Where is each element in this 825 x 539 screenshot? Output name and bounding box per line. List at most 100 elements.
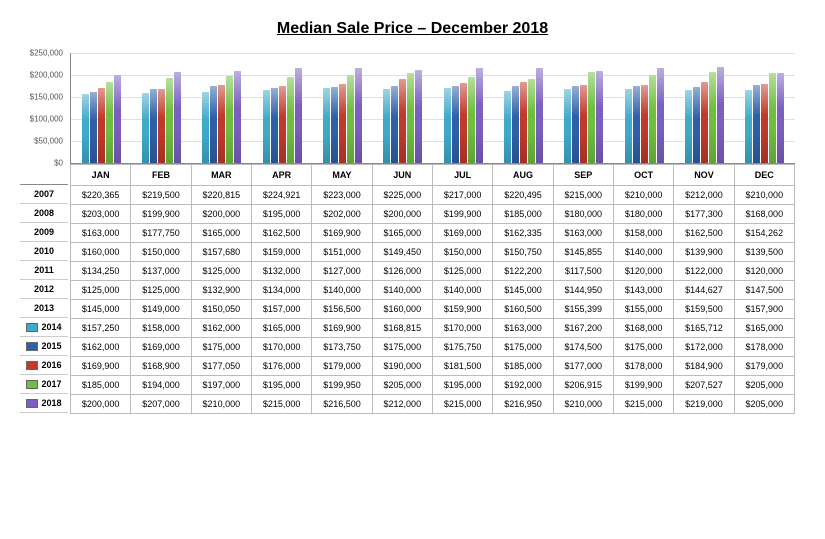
table-cell: $207,527	[674, 376, 734, 395]
table-cell: $163,000	[553, 224, 613, 243]
table-row: $157,250$158,000$162,000$165,000$169,900…	[71, 319, 795, 338]
bar-2017	[649, 75, 656, 163]
table-cell: $137,000	[131, 262, 191, 281]
bar-2015	[512, 86, 519, 163]
table-cell: $168,900	[131, 357, 191, 376]
col-header: FEB	[131, 165, 191, 186]
table-cell: $216,950	[493, 395, 553, 414]
bar-2014	[142, 93, 149, 163]
data-table: JANFEBMARAPRMAYJUNJULAUGSEPOCTNOVDEC $22…	[70, 164, 795, 414]
table-cell: $125,000	[191, 262, 251, 281]
table-cell: $205,000	[734, 395, 794, 414]
legend-swatch	[26, 399, 38, 408]
table-cell: $219,000	[674, 395, 734, 414]
table-cell: $157,250	[71, 319, 131, 338]
year-label: 2017	[41, 375, 61, 393]
table-cell: $162,000	[191, 319, 251, 338]
table-cell: $155,399	[553, 300, 613, 319]
month-group	[674, 53, 734, 163]
table-cell: $145,000	[71, 300, 131, 319]
table-cell: $120,000	[613, 262, 673, 281]
y-tick: $50,000	[34, 137, 63, 146]
table-cell: $155,000	[613, 300, 673, 319]
bar-2014	[383, 89, 390, 163]
table-cell: $170,000	[432, 319, 492, 338]
row-label: 2009	[20, 223, 68, 242]
legend-swatch	[26, 361, 38, 370]
row-label: 2008	[20, 204, 68, 223]
table-cell: $132,000	[251, 262, 311, 281]
bar-2015	[693, 87, 700, 163]
table-cell: $157,000	[251, 300, 311, 319]
table-cell: $132,900	[191, 281, 251, 300]
table-row: $163,000$177,750$165,000$162,500$169,900…	[71, 224, 795, 243]
row-label: 2017	[20, 375, 68, 394]
table-cell: $169,000	[131, 338, 191, 357]
year-label: 2010	[34, 242, 54, 260]
table-cell: $159,000	[251, 243, 311, 262]
bar-2016	[279, 86, 286, 163]
y-tick: $150,000	[30, 93, 63, 102]
table-cell: $172,000	[674, 338, 734, 357]
row-label: 2013	[20, 299, 68, 318]
table-cell: $200,000	[191, 205, 251, 224]
table-cell: $140,000	[432, 281, 492, 300]
table-cell: $225,000	[372, 186, 432, 205]
table-cell: $139,500	[734, 243, 794, 262]
table-cell: $156,500	[312, 300, 372, 319]
bar-2015	[150, 89, 157, 163]
table-cell: $168,000	[734, 205, 794, 224]
table-cell: $210,000	[734, 186, 794, 205]
bar-2015	[753, 85, 760, 163]
table-cell: $120,000	[734, 262, 794, 281]
month-group	[614, 53, 674, 163]
bar-2015	[90, 92, 97, 163]
table-cell: $160,000	[372, 300, 432, 319]
col-header: SEP	[553, 165, 613, 186]
table-cell: $180,000	[613, 205, 673, 224]
month-group	[252, 53, 312, 163]
table-cell: $215,000	[251, 395, 311, 414]
table-cell: $215,000	[432, 395, 492, 414]
bar-2016	[641, 85, 648, 163]
table-row: $203,000$199,900$200,000$195,000$202,000…	[71, 205, 795, 224]
bar-2017	[528, 79, 535, 163]
table-cell: $157,900	[734, 300, 794, 319]
table-cell: $150,750	[493, 243, 553, 262]
table-row: $134,250$137,000$125,000$132,000$127,000…	[71, 262, 795, 281]
table-cell: $179,000	[312, 357, 372, 376]
bar-2018	[596, 71, 603, 163]
table-cell: $215,000	[553, 186, 613, 205]
table-cell: $150,000	[432, 243, 492, 262]
bar-2017	[287, 77, 294, 163]
bar-2014	[504, 91, 511, 163]
table-cell: $139,900	[674, 243, 734, 262]
table-cell: $150,000	[131, 243, 191, 262]
table-cell: $165,712	[674, 319, 734, 338]
bar-2017	[226, 76, 233, 163]
bar-2016	[218, 85, 225, 163]
col-header: AUG	[493, 165, 553, 186]
year-label: 2018	[41, 394, 61, 412]
table-row: $162,000$169,000$175,000$170,000$173,750…	[71, 338, 795, 357]
bar-2018	[717, 67, 724, 163]
table-cell: $125,000	[131, 281, 191, 300]
chart-area: $0$50,000$100,000$150,000$200,000$250,00…	[70, 53, 795, 164]
table-cell: $165,000	[191, 224, 251, 243]
table-row: $160,000$150,000$157,680$159,000$151,000…	[71, 243, 795, 262]
bar-2016	[399, 79, 406, 163]
table-cell: $215,000	[613, 395, 673, 414]
table-cell: $122,200	[493, 262, 553, 281]
table-cell: $177,750	[131, 224, 191, 243]
table-cell: $199,950	[312, 376, 372, 395]
month-group	[433, 53, 493, 163]
table-cell: $219,500	[131, 186, 191, 205]
table-cell: $185,000	[493, 357, 553, 376]
table-cell: $195,000	[251, 205, 311, 224]
bar-2016	[158, 89, 165, 163]
table-cell: $140,000	[372, 281, 432, 300]
table-cell: $177,000	[553, 357, 613, 376]
bar-2018	[295, 68, 302, 163]
bar-2016	[580, 85, 587, 163]
month-group	[312, 53, 372, 163]
